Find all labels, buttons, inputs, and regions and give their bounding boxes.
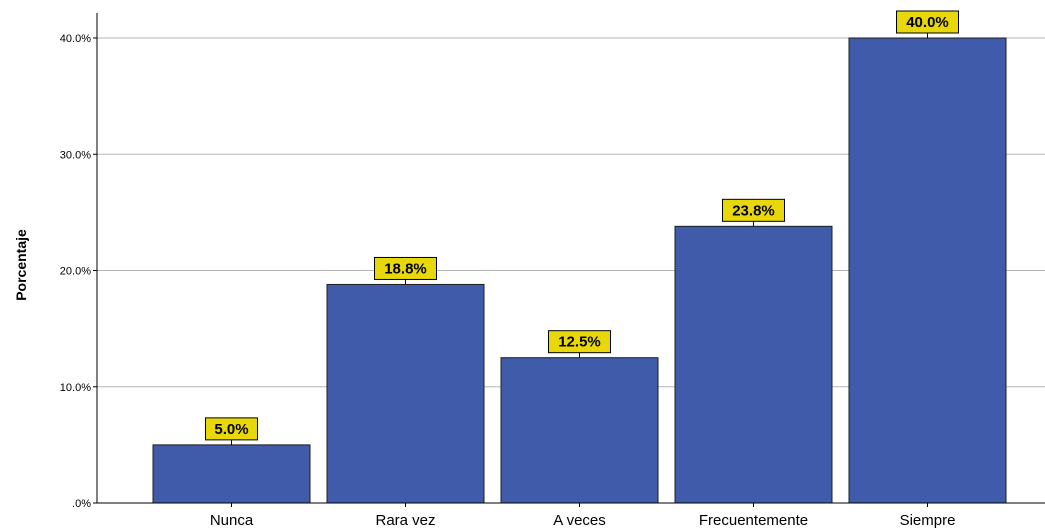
bar — [152, 444, 311, 504]
data-label-box — [548, 330, 611, 354]
y-tick-labels: .0% 10.0% 20.0% 30.0% 40.0% — [60, 33, 91, 510]
data-label: 23.8% — [732, 202, 775, 219]
bar — [674, 225, 833, 504]
bars — [152, 37, 1007, 504]
data-label: 40.0% — [906, 14, 949, 31]
data-label-box — [722, 198, 785, 222]
data-label-box — [205, 417, 258, 441]
y-tick-label: 30.0% — [60, 149, 91, 161]
y-tick-label: 10.0% — [60, 382, 91, 394]
data-label: 5.0% — [214, 421, 248, 438]
category-label: Nunca — [210, 512, 254, 529]
category-label: Rara vez — [375, 512, 435, 529]
bar — [500, 357, 659, 504]
y-tick-label: 20.0% — [60, 266, 91, 278]
data-label: 18.8% — [384, 260, 427, 277]
bar — [326, 283, 485, 504]
y-axis-title: Porcentaje — [13, 229, 29, 301]
data-label-box — [896, 10, 959, 34]
y-tick-label: .0% — [72, 498, 91, 510]
category-label: Siempre — [900, 512, 956, 529]
category-label: A veces — [553, 512, 606, 529]
data-label: 12.5% — [558, 334, 601, 351]
axes — [93, 13, 1045, 507]
category-label: Frecuentemente — [699, 512, 808, 529]
y-tick-label: 40.0% — [60, 33, 91, 45]
data-labels: 5.0% 18.8% 12.5% 23.8% 40.0% — [205, 10, 959, 445]
category-labels: Nunca Rara vez A veces Frecuentemente Siempr… — [210, 512, 956, 529]
data-label-box — [374, 256, 437, 280]
bar — [848, 37, 1007, 504]
